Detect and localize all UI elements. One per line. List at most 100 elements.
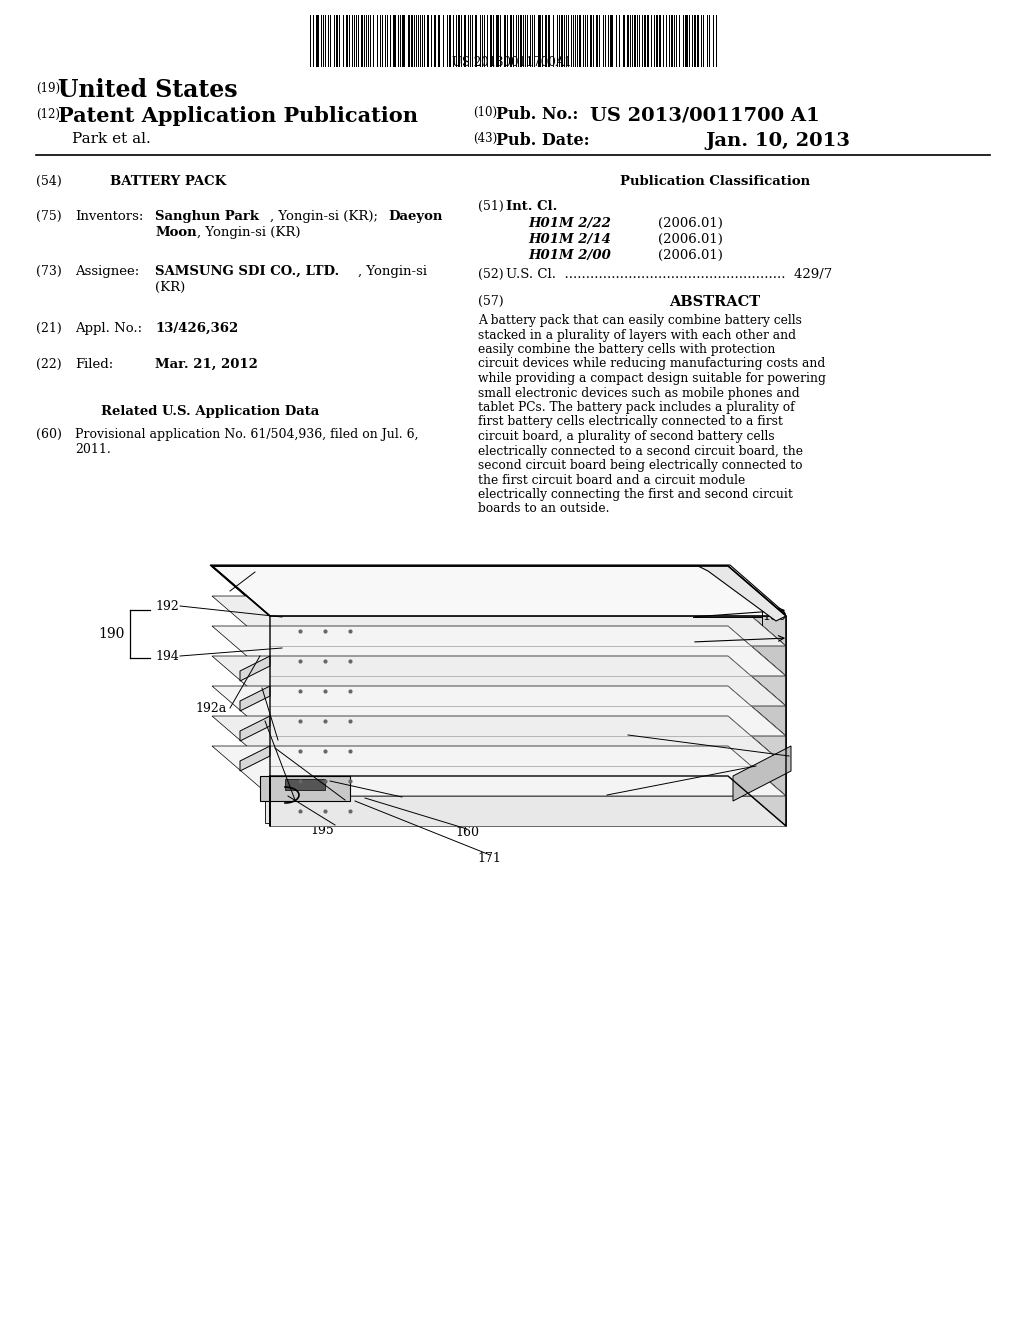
Bar [402, 15, 406, 67]
Polygon shape [240, 686, 270, 711]
Bar [545, 15, 547, 67]
Text: U.S. Cl.  ....................................................  429/7: U.S. Cl. ...............................… [506, 268, 833, 281]
Polygon shape [728, 715, 786, 796]
Bar [647, 15, 649, 67]
Polygon shape [728, 566, 786, 645]
Text: 182: 182 [668, 610, 692, 623]
Polygon shape [285, 779, 325, 789]
Text: Sanghun Park: Sanghun Park [155, 210, 259, 223]
Bar [610, 15, 613, 67]
Bar [393, 15, 396, 67]
Text: 194b: 194b [318, 793, 350, 807]
Bar [361, 15, 362, 67]
Text: 192b: 192b [272, 768, 304, 781]
Text: 130: 130 [612, 792, 636, 804]
Bar [548, 15, 550, 67]
Polygon shape [212, 715, 786, 766]
Text: (52): (52) [478, 268, 504, 281]
Polygon shape [698, 566, 786, 620]
Bar [475, 15, 477, 67]
Bar [336, 15, 338, 67]
Bar [496, 15, 499, 67]
Text: Park et al.: Park et al. [72, 132, 151, 147]
Polygon shape [260, 776, 350, 801]
Bar [346, 15, 348, 67]
Bar [316, 15, 319, 67]
Text: 194: 194 [155, 649, 179, 663]
Text: 2011.: 2011. [75, 444, 111, 455]
Polygon shape [240, 715, 270, 741]
Polygon shape [212, 597, 786, 645]
Polygon shape [265, 793, 785, 822]
Bar [656, 15, 658, 67]
Polygon shape [212, 626, 786, 676]
Text: Patent Application Publication: Patent Application Publication [58, 106, 418, 125]
Text: first battery cells electrically connected to a first: first battery cells electrically connect… [478, 416, 783, 429]
Bar [490, 15, 492, 67]
Polygon shape [270, 616, 786, 645]
Bar [671, 15, 673, 67]
Text: United States: United States [58, 78, 238, 102]
Polygon shape [265, 763, 785, 793]
Text: the first circuit board and a circuit module: the first circuit board and a circuit mo… [478, 474, 745, 487]
Polygon shape [212, 566, 786, 616]
Polygon shape [728, 656, 786, 737]
Polygon shape [270, 706, 786, 737]
Text: H01M 2/22: H01M 2/22 [528, 216, 611, 230]
Bar [427, 15, 429, 67]
Polygon shape [210, 565, 785, 612]
Bar [434, 15, 436, 67]
Text: 160: 160 [455, 825, 479, 838]
Bar [634, 15, 636, 67]
Text: (75): (75) [36, 210, 61, 223]
Text: Publication Classification: Publication Classification [620, 176, 810, 187]
Text: Daeyon: Daeyon [388, 210, 442, 223]
Text: (10): (10) [473, 106, 497, 119]
Polygon shape [270, 766, 786, 796]
Text: (51): (51) [478, 201, 504, 213]
Text: Filed:: Filed: [75, 358, 114, 371]
Text: 170: 170 [632, 731, 656, 744]
Text: second circuit board being electrically connected to: second circuit board being electrically … [478, 459, 803, 473]
Polygon shape [240, 656, 270, 681]
Text: electrically connected to a second circuit board, the: electrically connected to a second circu… [478, 445, 803, 458]
Polygon shape [212, 566, 786, 616]
Polygon shape [728, 686, 786, 766]
Text: electrically connecting the first and second circuit: electrically connecting the first and se… [478, 488, 793, 502]
Bar [411, 15, 413, 67]
Text: (2006.01): (2006.01) [658, 249, 723, 261]
Text: 190: 190 [98, 627, 124, 642]
Text: A battery pack that can easily combine battery cells: A battery pack that can easily combine b… [478, 314, 802, 327]
Text: 171: 171 [477, 851, 501, 865]
Text: 184: 184 [668, 635, 692, 648]
Polygon shape [270, 645, 786, 676]
Text: (22): (22) [36, 358, 61, 371]
Text: 162: 162 [387, 793, 411, 807]
Bar [659, 15, 662, 67]
Text: small electronic devices such as mobile phones and: small electronic devices such as mobile … [478, 387, 800, 400]
Text: US 20130011700A1: US 20130011700A1 [453, 55, 571, 69]
Bar [579, 15, 581, 67]
Polygon shape [265, 643, 785, 673]
Bar [697, 15, 699, 67]
Bar [504, 15, 506, 67]
Text: tablet PCs. The battery pack includes a plurality of: tablet PCs. The battery pack includes a … [478, 401, 795, 414]
Text: (43): (43) [473, 132, 498, 145]
Bar [623, 15, 625, 67]
Bar [458, 15, 460, 67]
Polygon shape [265, 612, 785, 643]
Bar [590, 15, 592, 67]
Polygon shape [728, 626, 786, 706]
Text: 192: 192 [155, 599, 179, 612]
Text: Int. Cl.: Int. Cl. [506, 201, 557, 213]
Text: boards to an outside.: boards to an outside. [478, 503, 609, 516]
Bar [510, 15, 512, 67]
Text: Jan. 10, 2013: Jan. 10, 2013 [705, 132, 850, 150]
Text: , Yongin-si (KR): , Yongin-si (KR) [197, 226, 300, 239]
Text: , Yongin-si (KR);: , Yongin-si (KR); [270, 210, 382, 223]
Text: SAMSUNG SDI CO., LTD.: SAMSUNG SDI CO., LTD. [155, 265, 339, 279]
Text: H01M 2/14: H01M 2/14 [528, 234, 611, 246]
Polygon shape [728, 597, 786, 676]
Text: BATTERY PACK: BATTERY PACK [110, 176, 226, 187]
Text: Mar. 21, 2012: Mar. 21, 2012 [155, 358, 258, 371]
